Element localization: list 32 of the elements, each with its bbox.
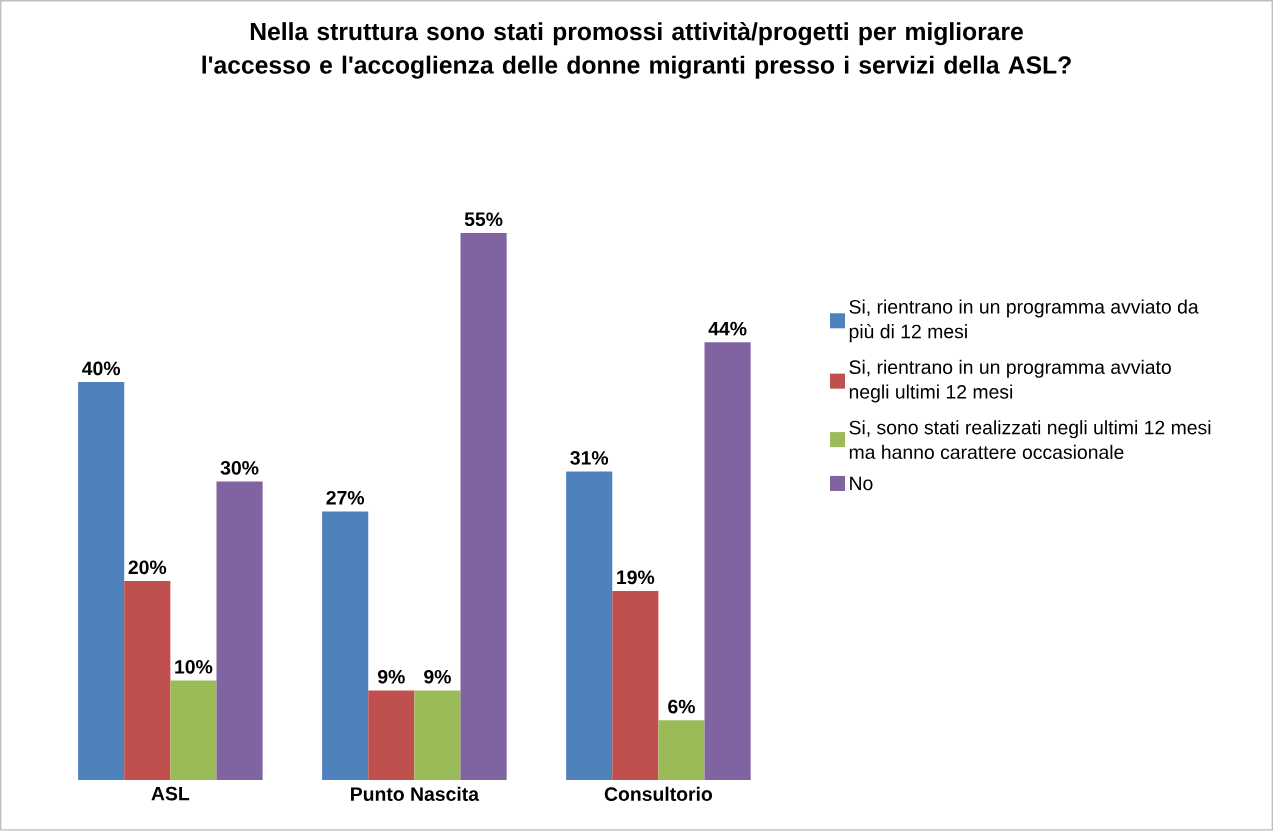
- data-label: 31%: [570, 451, 609, 465]
- bar: [368, 690, 415, 781]
- bar: [612, 591, 659, 781]
- chart-title: Nella struttura sono stati promossi attività/progetti per migliorare l'accesso e l'accoglienza delle donne migranti presso i servizi della ASL?: [202, 22, 1071, 79]
- x-tick-label: Punto Nascita: [351, 786, 480, 802]
- legend-label: No: [850, 476, 873, 491]
- data-label: 9%: [424, 670, 451, 684]
- x-tick-label: Consultorio: [604, 786, 713, 802]
- x-tick-label: ASL: [151, 786, 190, 801]
- bar: [566, 471, 613, 781]
- data-label: 6%: [668, 699, 695, 714]
- bar: [124, 581, 171, 781]
- bar: [704, 342, 751, 781]
- bar: [78, 382, 125, 781]
- data-label: 40%: [82, 361, 121, 376]
- legend-label: Si, rientrano in un programma avviato negli ultimi 12 mesi: [849, 359, 1171, 403]
- data-label: 10%: [175, 660, 213, 674]
- data-label: 9%: [377, 670, 405, 684]
- data-label: 30%: [220, 461, 259, 475]
- data-label: 44%: [708, 321, 747, 336]
- bar: [658, 720, 705, 781]
- legend-label: Si, sono stati realizzati negli ultimi 12 mesi ma hanno carattere occasionale: [849, 420, 1211, 460]
- bar: [414, 690, 461, 781]
- data-label: 20%: [128, 560, 167, 575]
- legend-label: Si, rientrano in un programma avviato da più di 12 mesi: [849, 299, 1199, 343]
- bar: [216, 481, 263, 781]
- bar: [322, 511, 369, 781]
- data-label: 55%: [464, 212, 503, 227]
- bar: [170, 680, 217, 781]
- data-label: 19%: [617, 570, 655, 585]
- data-label: 27%: [326, 491, 365, 505]
- bar: [460, 233, 507, 781]
